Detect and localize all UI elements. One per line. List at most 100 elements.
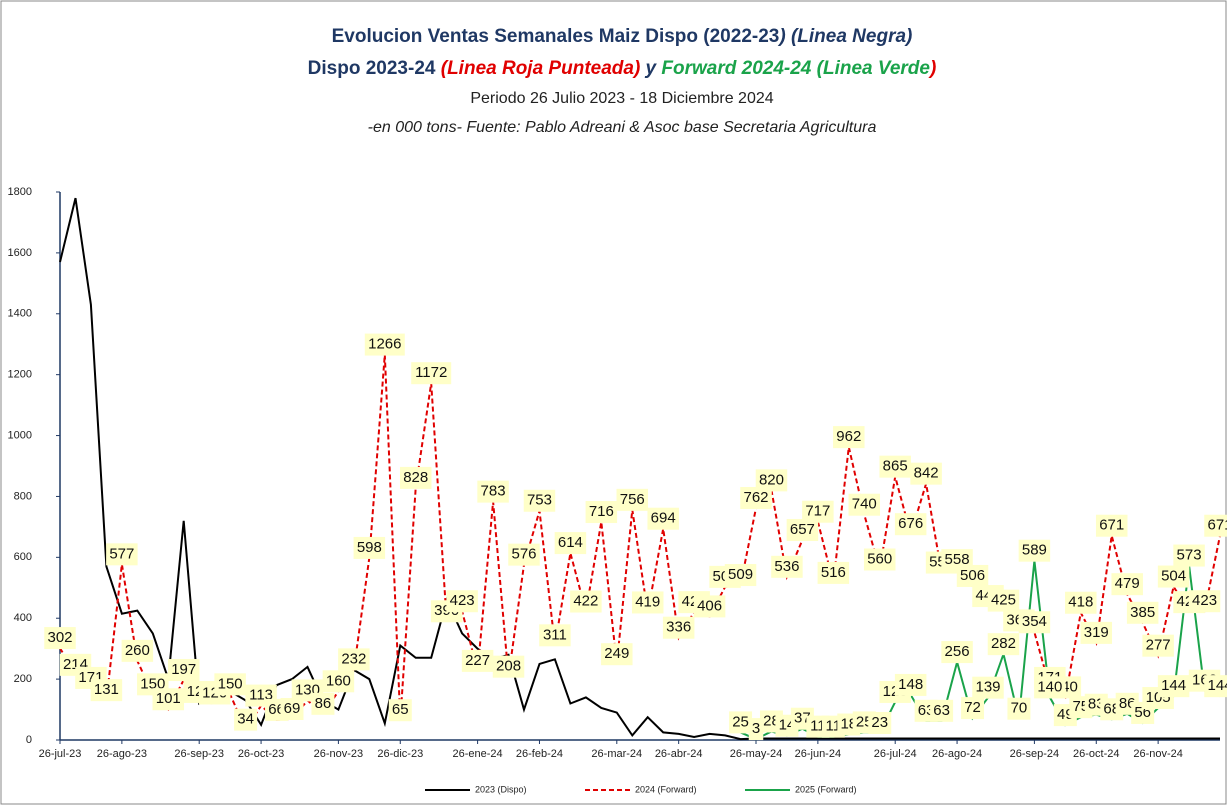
- data-label: 249: [604, 645, 629, 662]
- x-tick-label: 26-mar-24: [591, 748, 642, 760]
- data-label-box: [616, 488, 649, 511]
- data-label-box: [930, 699, 954, 722]
- data-label: 577: [109, 545, 134, 562]
- data-label-box: [1065, 591, 1097, 614]
- y-tick-label: 1200: [8, 369, 32, 381]
- data-label-box: [523, 489, 556, 512]
- data-label: 70: [1011, 700, 1028, 717]
- data-label-box: [338, 648, 370, 671]
- x-tick-label: 26-jul-24: [874, 748, 917, 760]
- data-label: 589: [1022, 542, 1047, 559]
- y-tick-label: 1000: [8, 429, 32, 441]
- data-label-box: [987, 589, 1020, 612]
- data-label: 34: [237, 711, 254, 728]
- x-tick-label: 26-nov-23: [314, 748, 364, 760]
- title-part: Evolucion Ventas Semanales Maiz Dispo (2…: [332, 26, 780, 47]
- data-label-box: [987, 633, 1020, 656]
- title-part: Forward 2024-24 (Linea Verde: [661, 58, 930, 79]
- data-label-box: [802, 500, 834, 523]
- x-tick-label: 26-feb-24: [516, 748, 563, 760]
- data-label-box: [1173, 544, 1205, 567]
- chart-title: Evolucion Ventas Semanales Maiz Dispo (2…: [332, 26, 913, 47]
- data-label: 516: [821, 564, 846, 581]
- data-label-box: [868, 711, 892, 734]
- data-label: 671: [1207, 517, 1227, 534]
- data-label-box: [461, 649, 494, 672]
- data-label-box: [748, 718, 764, 741]
- data-label-box: [755, 469, 788, 492]
- data-label-box: [90, 679, 123, 702]
- data-label-box: [972, 676, 1004, 699]
- data-label: 140: [1037, 678, 1062, 695]
- data-label: 282: [991, 635, 1016, 652]
- data-label-box: [740, 487, 772, 510]
- data-label: 302: [47, 629, 72, 646]
- data-label-box: [388, 699, 412, 722]
- data-label-box: [941, 641, 973, 664]
- data-label-box: [631, 591, 664, 614]
- data-label: 131: [94, 681, 119, 698]
- data-label-box: [786, 518, 819, 541]
- data-label: 820: [759, 471, 784, 488]
- data-label-box: [1188, 590, 1221, 613]
- data-label-box: [833, 426, 865, 449]
- data-label-box: [1034, 676, 1066, 699]
- data-label: 419: [635, 593, 660, 610]
- data-label-box: [152, 688, 185, 711]
- title-part: y: [640, 58, 661, 79]
- data-label-box: [322, 670, 355, 693]
- title-part: ) (Linea Negra): [777, 26, 912, 47]
- data-label-box: [1080, 621, 1113, 644]
- data-label-box: [601, 643, 633, 666]
- data-label: 576: [511, 546, 536, 563]
- data-label: 25: [732, 713, 749, 730]
- data-label-box: [492, 655, 525, 678]
- series-line: [59, 354, 1221, 732]
- data-label-box: [311, 692, 335, 715]
- x-tick-label: 26-abr-24: [655, 748, 703, 760]
- data-label-box: [106, 543, 138, 566]
- data-label: 740: [852, 496, 877, 513]
- data-label: 260: [125, 642, 150, 659]
- data-label: 69: [284, 700, 301, 717]
- x-tick-label: 26-ene-24: [453, 748, 503, 760]
- data-label-box: [364, 333, 405, 356]
- y-tick-label: 1800: [8, 186, 32, 198]
- data-label: 63: [933, 702, 950, 719]
- x-tick-label: 26-may-24: [730, 748, 783, 760]
- data-label: 418: [1068, 594, 1093, 611]
- data-label-box: [662, 616, 695, 639]
- data-label: 506: [960, 567, 985, 584]
- y-tick-label: 1600: [8, 247, 32, 259]
- data-label-box: [1157, 675, 1190, 698]
- data-label: 86: [315, 695, 332, 712]
- data-label: 614: [558, 534, 583, 551]
- data-label: 783: [481, 483, 506, 500]
- data-label: 558: [945, 551, 970, 568]
- data-label-box: [910, 462, 942, 485]
- y-tick-label: 200: [14, 673, 32, 685]
- data-label: 208: [496, 658, 521, 675]
- data-label: 509: [728, 566, 753, 583]
- data-label: 65: [392, 701, 409, 718]
- data-label: 676: [898, 515, 923, 532]
- data-label-box: [817, 561, 850, 584]
- data-label: 573: [1177, 547, 1202, 564]
- x-tick-label: 26-jul-23: [39, 748, 82, 760]
- data-label-box: [1018, 611, 1051, 634]
- data-label: 197: [171, 661, 196, 678]
- data-label-box: [214, 673, 246, 696]
- data-label-box: [863, 548, 896, 571]
- title-part: (Linea Roja Punteada): [435, 58, 640, 79]
- data-label: 425: [991, 592, 1016, 609]
- data-label: 504: [1161, 568, 1186, 585]
- data-label-box: [1142, 634, 1174, 657]
- data-label: 560: [867, 550, 892, 567]
- data-label-box: [477, 480, 509, 503]
- data-label: 1266: [368, 336, 401, 353]
- data-label: 1172: [415, 364, 447, 381]
- data-label-box: [539, 624, 571, 647]
- data-label-box: [1111, 573, 1143, 596]
- data-label: 536: [774, 558, 799, 575]
